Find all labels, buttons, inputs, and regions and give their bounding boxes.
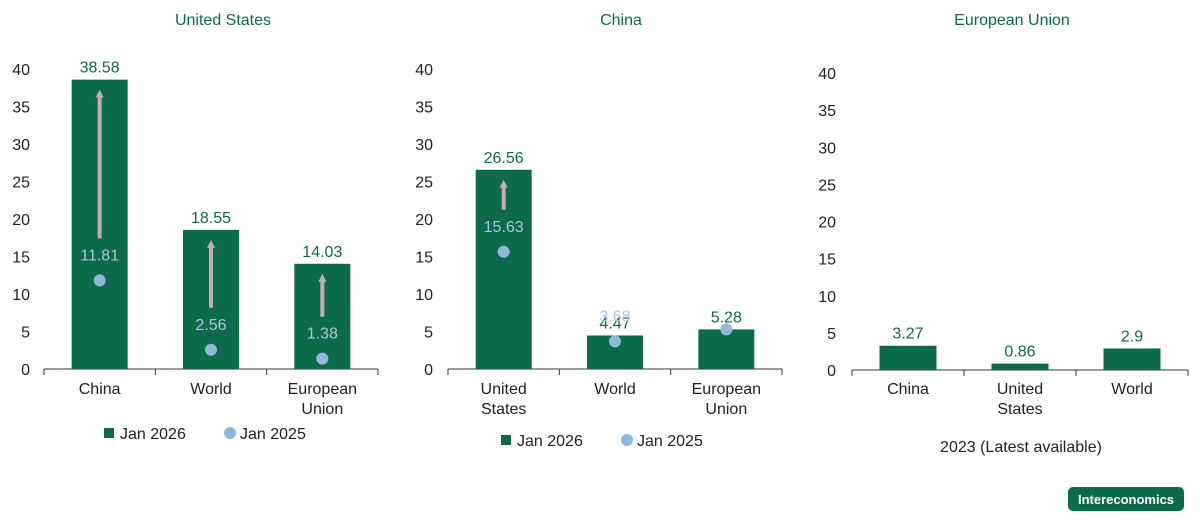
bar-value-label: 2.9 <box>1121 328 1143 345</box>
jan-2025-dot <box>316 352 329 365</box>
y-tick-label: 25 <box>12 175 30 192</box>
y-tick-label: 20 <box>12 212 30 229</box>
x-tick-label: China <box>887 381 929 398</box>
y-tick-label: 15 <box>12 250 30 267</box>
x-tick-label: States <box>997 401 1042 418</box>
chart-note: 2023 (Latest available) <box>940 439 1102 456</box>
x-tick-label: United <box>997 381 1043 398</box>
jan-2025-dot <box>609 335 621 348</box>
y-tick-label: 0 <box>21 362 30 379</box>
y-tick-label: 10 <box>818 289 836 306</box>
bar <box>879 345 937 370</box>
bar-value-label: 26.56 <box>484 150 524 167</box>
legend-swatch-bar <box>501 435 511 445</box>
bar <box>698 329 755 369</box>
legend-label: Jan 2026 <box>517 433 583 450</box>
dot-value-label: 15.63 <box>484 219 524 236</box>
bar <box>991 363 1049 370</box>
y-tick-label: 25 <box>415 175 433 192</box>
brand-badge: Intereconomics <box>1068 487 1184 511</box>
legend: Jan 2026 Jan 2025 <box>104 426 306 443</box>
y-tick-label: 5 <box>424 325 433 342</box>
jan-2025-dot <box>720 323 733 336</box>
jan-2025-dot <box>205 343 217 356</box>
bar-value-label: 14.03 <box>302 244 342 261</box>
bar <box>1103 348 1161 370</box>
chart-title: China <box>600 12 642 29</box>
bar-value-label: 4.47 <box>599 315 630 332</box>
y-tick-label: 35 <box>415 100 433 117</box>
legend-label: Jan 2026 <box>120 426 186 443</box>
chart-panel-1: United States 0 5 10 15 20 25 30 35 40 38.58 China 1… <box>12 12 379 443</box>
x-tick-label: Union <box>705 401 747 418</box>
x-tick-label: World <box>1111 381 1153 398</box>
bar-value-label: 38.58 <box>80 60 120 77</box>
y-tick-label: 20 <box>415 212 433 229</box>
y-tick-label: 35 <box>818 103 836 120</box>
x-tick-label: States <box>481 401 526 418</box>
y-tick-label: 40 <box>12 62 30 79</box>
bar-value-label: 3.27 <box>892 326 923 343</box>
y-tick-label: 10 <box>12 287 30 304</box>
x-tick-label: Union <box>301 401 343 418</box>
chart-panel-3: European Union 0 5 10 15 20 25 30 35 40 3.27 China 0… <box>818 12 1189 456</box>
chart-panel-2: China 0 5 10 15 20 25 30 35 40 26.56 United States 15… <box>415 12 783 450</box>
bar-value-label: 18.55 <box>191 210 231 227</box>
legend-swatch-dot <box>621 434 633 446</box>
x-tick-label: United <box>481 381 527 398</box>
y-tick-label: 10 <box>415 287 433 304</box>
y-tick-label: 30 <box>818 140 836 157</box>
legend-swatch-dot <box>224 427 236 439</box>
jan-2025-dot <box>93 274 106 287</box>
y-tick-label: 30 <box>12 137 30 154</box>
legend-label: Jan 2025 <box>240 426 306 443</box>
y-tick-label: 15 <box>818 252 836 269</box>
chart-title: United States <box>175 12 271 29</box>
y-tick-label: 25 <box>818 177 836 194</box>
y-tick-label: 0 <box>424 362 433 379</box>
jan-2025-dot <box>497 245 510 258</box>
dot-value-label: 1.38 <box>307 326 338 343</box>
y-tick-label: 40 <box>818 66 836 83</box>
y-tick-label: 5 <box>21 325 30 342</box>
y-tick-label: 15 <box>415 250 433 267</box>
chart-title: European Union <box>954 12 1070 29</box>
bar-value-label: 5.28 <box>711 309 742 326</box>
dot-value-label: 2.56 <box>195 317 226 334</box>
x-tick-label: European <box>692 381 761 398</box>
y-tick-label: 35 <box>12 100 30 117</box>
bar-value-label: 0.86 <box>1004 344 1035 361</box>
y-tick-label: 20 <box>818 215 836 232</box>
y-tick-label: 30 <box>415 137 433 154</box>
x-tick-label: European <box>288 381 357 398</box>
legend-label: Jan 2025 <box>637 433 703 450</box>
x-tick-label: World <box>190 381 232 398</box>
x-tick-label: China <box>79 381 121 398</box>
legend: Jan 2026 Jan 2025 <box>501 433 703 450</box>
y-tick-label: 40 <box>415 62 433 79</box>
y-tick-label: 0 <box>827 363 836 380</box>
dot-value-label: 11.81 <box>80 247 119 264</box>
x-tick-label: World <box>594 381 636 398</box>
dot-value-label: 3.68 <box>599 308 630 325</box>
legend-swatch-bar <box>104 428 114 438</box>
y-tick-label: 5 <box>827 326 836 343</box>
